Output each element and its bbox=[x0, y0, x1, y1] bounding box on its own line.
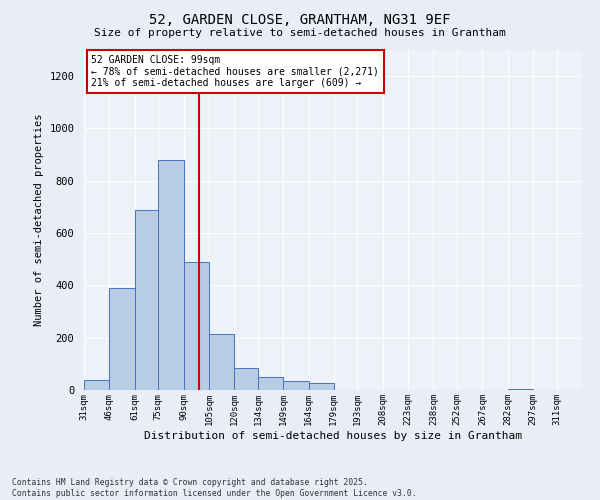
Text: 52 GARDEN CLOSE: 99sqm
← 78% of semi-detached houses are smaller (2,271)
21% of : 52 GARDEN CLOSE: 99sqm ← 78% of semi-det… bbox=[91, 55, 379, 88]
Text: Contains HM Land Registry data © Crown copyright and database right 2025.
Contai: Contains HM Land Registry data © Crown c… bbox=[12, 478, 416, 498]
Bar bbox=[84, 380, 109, 390]
Bar bbox=[308, 384, 334, 390]
Text: Size of property relative to semi-detached houses in Grantham: Size of property relative to semi-detach… bbox=[94, 28, 506, 38]
Bar bbox=[158, 160, 184, 390]
X-axis label: Distribution of semi-detached houses by size in Grantham: Distribution of semi-detached houses by … bbox=[144, 430, 522, 440]
Bar bbox=[184, 262, 209, 390]
Bar bbox=[134, 210, 158, 390]
Bar bbox=[258, 377, 283, 390]
Bar bbox=[109, 288, 134, 390]
Bar bbox=[209, 334, 234, 390]
Y-axis label: Number of semi-detached properties: Number of semi-detached properties bbox=[34, 114, 44, 326]
Bar bbox=[234, 368, 258, 390]
Bar bbox=[508, 388, 533, 390]
Bar bbox=[283, 381, 308, 390]
Text: 52, GARDEN CLOSE, GRANTHAM, NG31 9EF: 52, GARDEN CLOSE, GRANTHAM, NG31 9EF bbox=[149, 12, 451, 26]
